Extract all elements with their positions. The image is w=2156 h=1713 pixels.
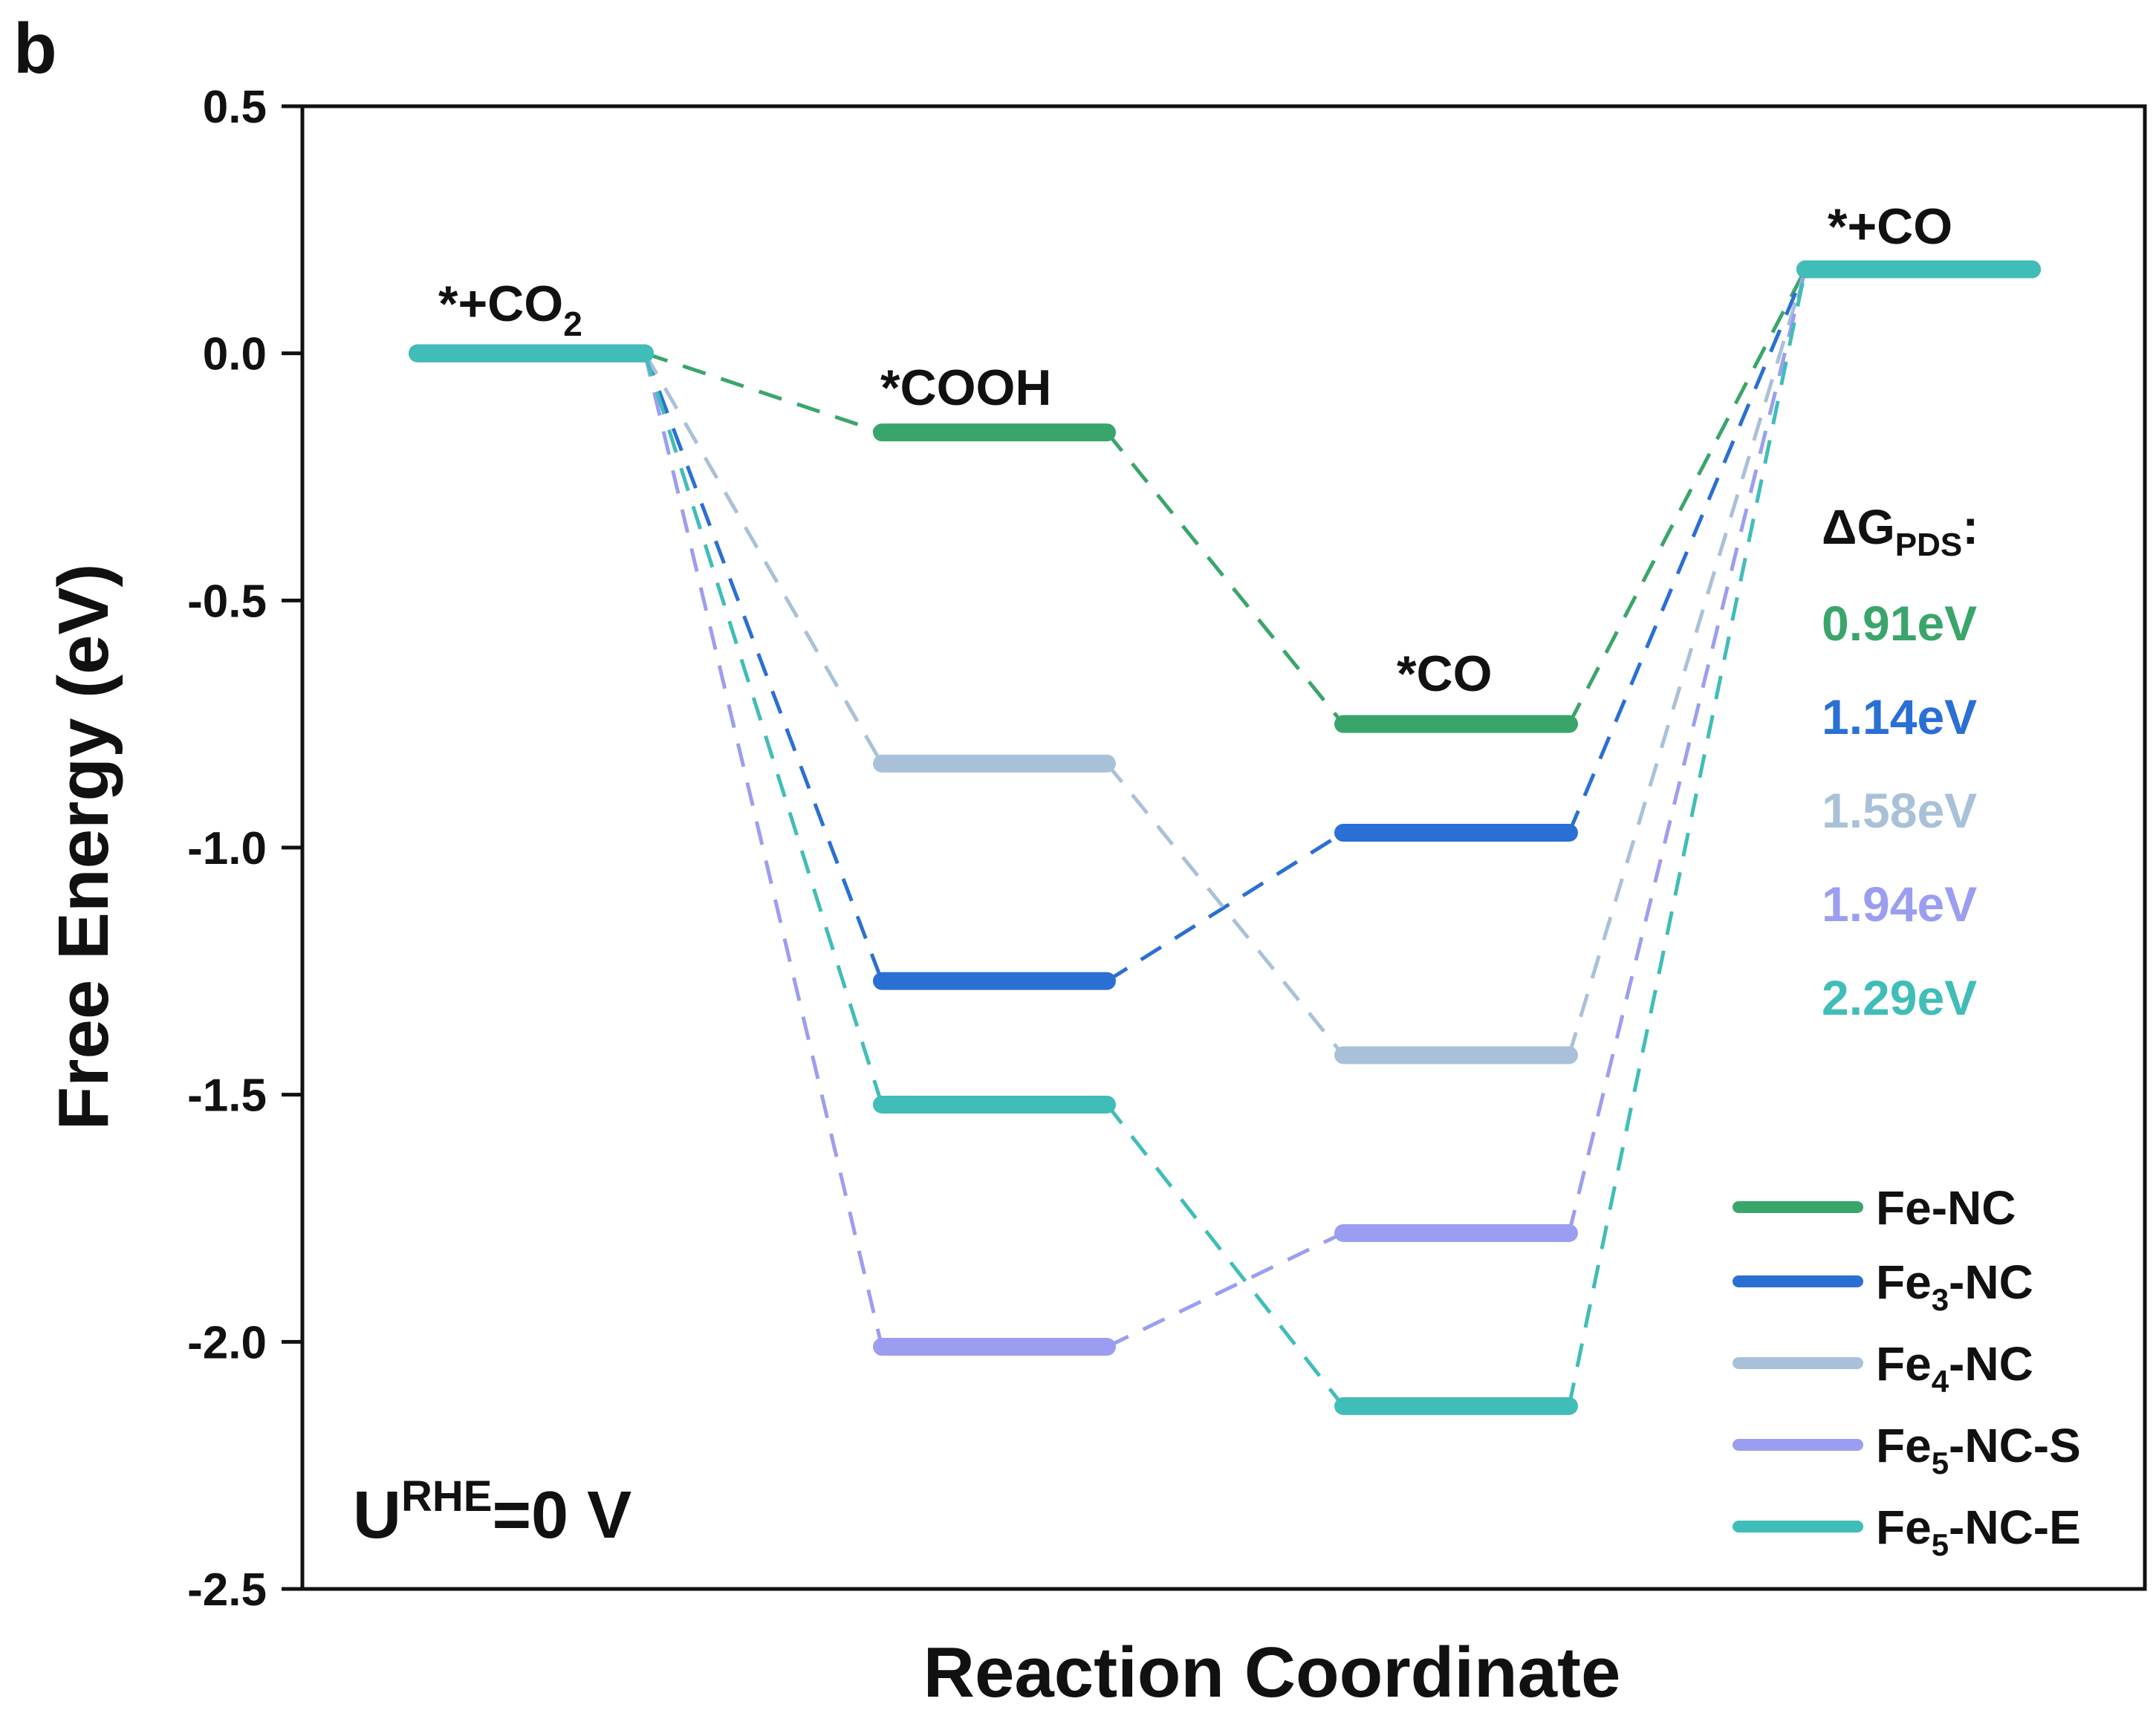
state-label-co2: *+CO2 — [438, 276, 582, 343]
panel-label: b — [13, 9, 57, 88]
connector-line — [1105, 431, 1345, 726]
connector-lines — [643, 268, 1808, 1408]
dg-pds-value: 2.29eV — [1822, 970, 1977, 1025]
legend-label: Fe4-NC — [1876, 1337, 2033, 1399]
connector-line — [1105, 1231, 1345, 1349]
connector-line — [643, 353, 884, 1348]
legend-label: Fe5-NC-E — [1876, 1501, 2081, 1562]
dg-pds-value: 0.91eV — [1822, 596, 1977, 651]
potential-label: URHE=0 V — [353, 1472, 631, 1553]
state-label-co: *CO — [1397, 646, 1492, 702]
legend-label: Fe3-NC — [1876, 1255, 2033, 1317]
y-tick-label: -1.5 — [187, 1070, 267, 1122]
dg-pds-title: ΔGPDS: — [1822, 499, 1978, 563]
state-label-cooh: *COOH — [880, 360, 1051, 416]
y-tick-label: -1.0 — [187, 823, 267, 874]
y-tick-label: 0.0 — [203, 329, 267, 380]
legend-label: Fe5-NC-S — [1876, 1419, 2081, 1480]
dg-pds-value: 1.14eV — [1822, 689, 1977, 744]
y-tick-label: -2.5 — [187, 1564, 267, 1616]
y-axis: 0.5 0.0 -0.5 -1.0 -1.5 -2.0 -2.5 — [187, 82, 302, 1616]
connector-line — [1105, 831, 1345, 983]
y-tick-label: -2.0 — [187, 1317, 267, 1368]
energy-levels — [409, 260, 2041, 1415]
x-axis-title: Reaction Coordinate — [923, 1633, 1621, 1712]
connector-line — [1567, 268, 1808, 1234]
connector-line — [643, 352, 884, 982]
connector-line — [1105, 762, 1345, 1057]
dg-pds-value: 1.58eV — [1822, 783, 1977, 838]
y-axis-title: Free Energy (eV) — [44, 564, 123, 1131]
y-tick-label: -0.5 — [187, 576, 267, 627]
connector-line — [1567, 268, 1808, 1056]
connector-line — [1105, 1103, 1345, 1408]
legend: Fe-NC Fe3-NC Fe4-NC Fe5-NC-S Fe5-NC-E — [1733, 1181, 2081, 1562]
y-tick-label: 0.5 — [203, 82, 267, 133]
connector-line — [644, 351, 883, 435]
connector-line — [1567, 269, 1808, 1407]
dg-pds-value: 1.94eV — [1822, 877, 1977, 932]
connector-line — [1567, 268, 1808, 834]
connector-line — [643, 352, 884, 1105]
connector-line — [1567, 268, 1808, 725]
state-label-co-final: *+CO — [1828, 198, 1952, 255]
connector-line — [643, 352, 884, 765]
legend-label: Fe-NC — [1876, 1181, 2016, 1235]
